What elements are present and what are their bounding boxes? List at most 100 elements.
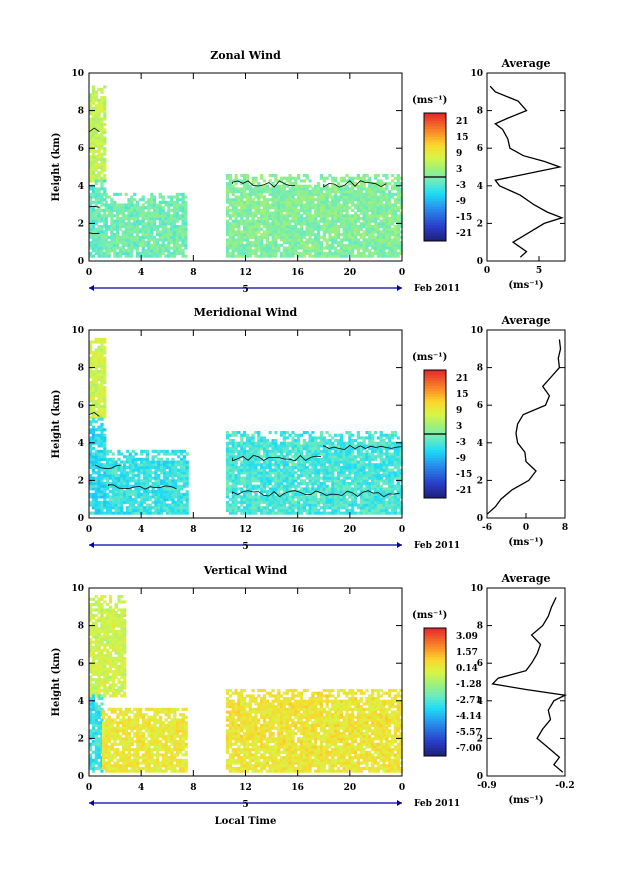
heatmap-cell (251, 439, 255, 443)
heatmap-cell (254, 476, 258, 480)
heatmap-cell (172, 251, 177, 255)
heatmap-cell (231, 463, 235, 467)
heatmap-cell (94, 251, 98, 255)
heatmap-cell (147, 206, 151, 210)
heatmap-cell (319, 444, 323, 448)
heatmap-cell (291, 198, 295, 202)
heatmap-cell (100, 444, 104, 448)
heatmap-cell (103, 109, 107, 113)
heatmap-cell (91, 144, 95, 148)
heatmap-cell (339, 195, 343, 199)
heatmap-cell (359, 182, 363, 186)
heatmap-cell (348, 182, 352, 186)
heatmap-cell (314, 184, 318, 188)
heatmap-cell (182, 463, 186, 467)
heatmap-cell (268, 230, 272, 234)
heatmap-cell (271, 235, 275, 239)
heatmap-cell (274, 190, 278, 194)
heatmap-cell (113, 235, 117, 239)
heatmap-cell (175, 235, 179, 239)
heatmap-cell (94, 476, 98, 480)
heatmap-cell (365, 492, 369, 496)
heatmap-cell (97, 155, 101, 159)
heatmap-cell (331, 503, 335, 507)
heatmap-cell (322, 225, 326, 229)
heatmap-cell (265, 479, 269, 483)
heatmap-cell (362, 508, 366, 512)
heatmap-cell (231, 479, 235, 483)
heatmap-cell (305, 449, 309, 453)
heatmap-cell (319, 176, 323, 180)
heatmap-cell (362, 476, 366, 480)
heatmap-cell (274, 468, 278, 472)
heatmap-cell (91, 243, 95, 247)
heatmap-cell (282, 487, 286, 491)
heatmap-cell (168, 465, 172, 469)
heatmap-cell (299, 225, 304, 229)
heatmap-cell (291, 190, 295, 194)
heatmap-cell (271, 182, 275, 186)
heatmap-cell (362, 506, 366, 510)
heatmap-cell (277, 222, 281, 226)
heatmap-cell (97, 147, 101, 151)
heatmap-cell (354, 484, 358, 488)
heatmap-cell (305, 508, 309, 512)
y-tick-label: 8 (78, 107, 84, 117)
heatmap-cell (89, 133, 93, 137)
heatmap-cell (182, 474, 186, 478)
heatmap-cell (314, 235, 318, 239)
colorbar-segment (424, 129, 446, 133)
heatmap-cell (133, 211, 137, 215)
heatmap-cell (251, 211, 255, 215)
heatmap-cell (302, 506, 306, 510)
heatmap-cell (97, 114, 101, 118)
heatmap-cell (245, 460, 250, 464)
heatmap-cell (100, 386, 104, 390)
heatmap-cell (144, 254, 148, 258)
heatmap-cell (97, 353, 101, 357)
heatmap-cell (177, 495, 181, 499)
heatmap-cell (282, 233, 286, 237)
heatmap-cell (185, 479, 189, 483)
heatmap-cell (251, 484, 255, 488)
heatmap-cell (348, 436, 352, 440)
heatmap-cell (379, 495, 383, 499)
heatmap-cell (288, 249, 292, 253)
heatmap-cell (243, 206, 247, 210)
heatmap-cell (336, 508, 341, 512)
heatmap-cell (234, 460, 238, 464)
heatmap-cell (103, 141, 107, 145)
heatmap-cell (322, 447, 326, 451)
heatmap-cell (354, 457, 358, 461)
heatmap-cell (240, 243, 244, 247)
heatmap-cell (136, 249, 140, 253)
heatmap-cell (97, 394, 101, 398)
heatmap-cell (94, 203, 98, 207)
heatmap-cell (268, 251, 272, 255)
heatmap-cell (94, 125, 98, 129)
heatmap-cell (91, 455, 95, 459)
heatmap-cell (97, 508, 101, 512)
heatmap-cell (121, 249, 125, 253)
heatmap-cell (103, 131, 107, 135)
heatmap-cell (245, 492, 250, 496)
heatmap-cell (117, 476, 121, 480)
heatmap-cell (317, 219, 321, 223)
heatmap-cell (262, 233, 267, 237)
heatmap-cell (154, 506, 158, 510)
heatmap-cell (365, 203, 369, 207)
heatmap-cell (265, 449, 269, 453)
heatmap-cell (351, 243, 355, 247)
heatmap-cell (336, 241, 341, 245)
heatmap-cell (305, 184, 309, 188)
heatmap-cell (237, 179, 241, 183)
heatmap-cell (154, 490, 158, 494)
heatmap-cell (388, 227, 392, 231)
heatmap-cell (133, 235, 137, 239)
heatmap-cell (181, 195, 185, 199)
heatmap-cell (319, 439, 323, 443)
heatmap-cell (106, 487, 110, 491)
heatmap-cell (97, 337, 101, 341)
heatmap-cell (356, 254, 360, 258)
heatmap-cell (362, 249, 366, 253)
